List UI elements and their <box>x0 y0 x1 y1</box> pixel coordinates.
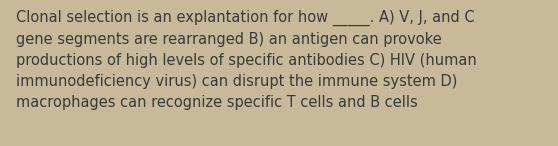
Text: Clonal selection is an explantation for how _____. A) V, J, and C
gene segments : Clonal selection is an explantation for … <box>16 10 477 110</box>
